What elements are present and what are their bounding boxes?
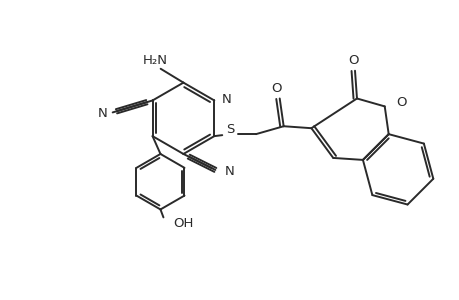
Text: N: N bbox=[224, 165, 234, 178]
Text: O: O bbox=[347, 54, 358, 67]
Text: H₂N: H₂N bbox=[143, 54, 168, 67]
Text: OH: OH bbox=[173, 217, 193, 230]
Text: O: O bbox=[396, 96, 406, 109]
Text: S: S bbox=[225, 123, 234, 136]
Text: O: O bbox=[271, 82, 281, 95]
Text: N: N bbox=[98, 107, 107, 120]
Text: N: N bbox=[221, 93, 230, 106]
